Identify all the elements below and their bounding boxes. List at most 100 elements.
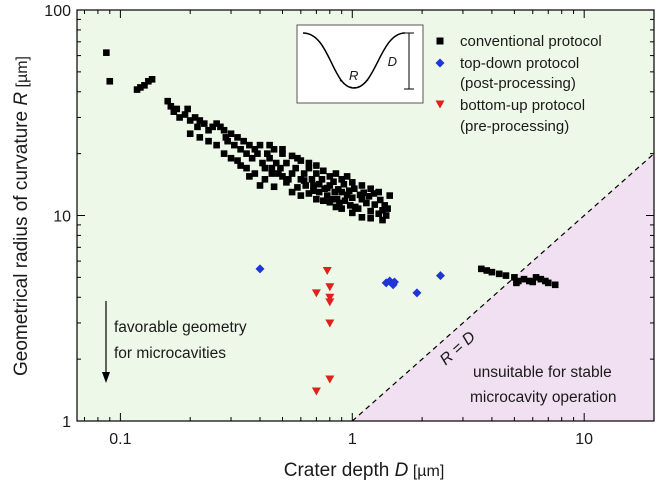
data-point xyxy=(234,157,241,164)
data-point xyxy=(243,150,250,157)
y-axis-title-unit: [µm] xyxy=(14,56,31,92)
data-point xyxy=(313,195,320,203)
legend: conventional protocol top-down protocol … xyxy=(435,33,602,135)
axis-ticks: 0.1 1 10 1 10 100 xyxy=(44,3,655,448)
data-point xyxy=(288,152,296,160)
data-point xyxy=(358,182,366,189)
data-point xyxy=(237,145,244,153)
x-axis-title-prefix: Crater depth xyxy=(284,460,395,481)
crater-profile xyxy=(302,32,406,89)
data-point xyxy=(343,173,351,180)
data-point xyxy=(502,272,510,279)
data-point xyxy=(297,176,305,183)
data-point xyxy=(176,114,183,121)
data-point xyxy=(227,130,235,138)
data-point xyxy=(346,202,354,209)
series-square xyxy=(103,49,559,289)
data-point xyxy=(237,162,244,169)
data-point xyxy=(379,206,386,214)
data-point xyxy=(305,159,313,167)
data-point xyxy=(348,179,356,186)
data-point xyxy=(354,205,362,212)
data-point xyxy=(333,195,341,203)
legend-label-conventional: conventional protocol xyxy=(460,33,602,50)
data-point xyxy=(240,137,247,145)
data-point xyxy=(537,275,545,283)
data-point xyxy=(268,164,276,172)
data-point xyxy=(325,298,335,307)
unsuitable-text-line1: unsuitable for stable xyxy=(473,364,612,381)
data-point xyxy=(511,274,518,281)
data-point xyxy=(106,77,114,85)
data-point xyxy=(272,159,280,167)
data-point xyxy=(255,264,265,274)
data-point xyxy=(137,84,144,91)
data-point xyxy=(266,141,273,149)
data-point xyxy=(213,141,220,149)
data-point xyxy=(231,141,238,149)
data-point xyxy=(544,279,552,287)
data-point xyxy=(340,180,348,188)
data-point xyxy=(305,164,313,172)
data-point xyxy=(323,192,331,199)
data-point xyxy=(529,278,537,286)
data-point xyxy=(186,130,194,138)
data-point xyxy=(379,216,386,224)
data-point xyxy=(217,123,224,131)
data-point xyxy=(259,159,266,167)
data-point xyxy=(297,192,305,199)
legend-marker-top-down xyxy=(435,58,445,68)
curvature-fit xyxy=(339,79,369,88)
data-point xyxy=(133,86,141,93)
legend-label-top-down-2: (post-processing) xyxy=(460,75,576,92)
data-point xyxy=(520,275,528,283)
data-point xyxy=(141,82,148,89)
data-point xyxy=(348,209,356,217)
data-point xyxy=(315,188,323,196)
data-point xyxy=(336,199,343,207)
unsuitable-text-line2: microcavity operation xyxy=(470,389,616,406)
data-point xyxy=(181,111,189,118)
data-point xyxy=(302,182,310,189)
favorable-text-line2: for microcavities xyxy=(114,345,226,362)
data-point xyxy=(371,201,379,208)
data-point xyxy=(220,126,228,134)
data-point xyxy=(322,266,332,275)
crater-inset: D R xyxy=(296,24,424,104)
data-point xyxy=(313,162,320,169)
x-tick-label: 10 xyxy=(575,431,593,448)
data-point xyxy=(251,145,259,153)
data-point xyxy=(103,49,110,56)
y-axis-title-var: R xyxy=(11,92,32,106)
data-point xyxy=(254,150,261,157)
x-tick-label: 1 xyxy=(348,431,357,448)
unsuitable-annotation: unsuitable for stable microcavity operat… xyxy=(470,364,616,406)
data-point xyxy=(213,120,220,127)
data-point xyxy=(384,205,391,212)
data-point xyxy=(256,182,264,189)
data-point xyxy=(145,77,152,85)
data-point xyxy=(300,177,308,184)
data-point xyxy=(184,105,191,113)
data-point xyxy=(370,190,378,197)
data-point xyxy=(205,137,212,145)
data-point xyxy=(310,182,317,189)
data-point xyxy=(332,170,340,177)
data-point xyxy=(358,195,366,203)
data-point xyxy=(338,205,345,212)
data-point xyxy=(294,184,301,191)
data-point xyxy=(513,279,520,287)
data-point xyxy=(345,187,353,195)
data-point xyxy=(205,126,212,134)
data-point xyxy=(148,76,156,83)
y-tick-label: 10 xyxy=(53,209,71,226)
series-layer xyxy=(103,49,559,396)
data-point xyxy=(341,197,349,205)
data-point xyxy=(196,117,204,124)
data-point xyxy=(311,289,321,298)
data-point xyxy=(412,288,422,298)
data-point xyxy=(234,134,241,141)
inset-r-label: R xyxy=(349,68,358,83)
data-point xyxy=(209,123,216,131)
